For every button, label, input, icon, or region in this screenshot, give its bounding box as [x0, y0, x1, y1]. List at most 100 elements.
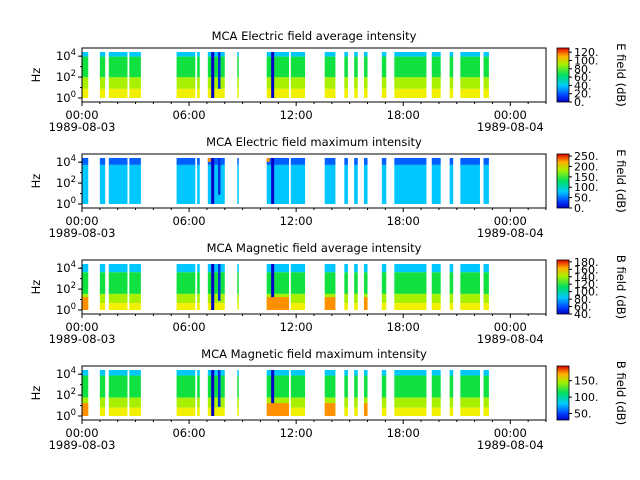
intensity-band: [431, 375, 441, 398]
data-segment: [431, 52, 441, 98]
colorbar-tick-label: 150.: [574, 171, 599, 184]
data-segment: [324, 158, 336, 204]
intensity-spike: [217, 158, 221, 195]
intensity-band: [99, 407, 106, 416]
intensity-band: [197, 272, 200, 294]
data-segment: [363, 52, 368, 98]
intensity-band: [99, 370, 106, 376]
colorbar-label: B field (dB): [614, 361, 628, 425]
intensity-band: [381, 303, 387, 310]
x-tick-label: 00:00: [494, 426, 527, 440]
data-segment: [449, 52, 454, 98]
intensity-band: [108, 407, 128, 416]
data-segment: [129, 370, 141, 416]
intensity-band: [290, 88, 306, 98]
x-date-label: 1989-08-04: [477, 438, 544, 452]
intensity-band: [197, 303, 200, 310]
intensity-band: [82, 397, 89, 408]
panel-1: MCA Electric field average intensity 100 1…: [29, 29, 628, 134]
data-segment: [483, 370, 489, 416]
data-segment: [381, 264, 387, 310]
chart-title: MCA Magnetic field average intensity: [207, 241, 422, 255]
intensity-band: [363, 272, 368, 294]
intensity-band: [108, 77, 128, 89]
intensity-band: [394, 264, 427, 273]
y-tick-exponent: 4: [71, 48, 76, 58]
colorbar-tick-label: 40.: [574, 79, 592, 92]
intensity-band: [354, 77, 358, 89]
intensity-band: [266, 264, 290, 273]
intensity-band: [449, 264, 454, 273]
intensity-band: [431, 52, 441, 57]
y-tick-exponent: 2: [71, 281, 76, 291]
intensity-band: [431, 407, 441, 416]
intensity-band: [237, 407, 239, 416]
intensity-band: [197, 407, 200, 416]
x-tick-label: 06:00: [172, 108, 205, 122]
intensity-band: [237, 370, 239, 376]
intensity-band: [449, 375, 454, 398]
intensity-band: [108, 158, 128, 165]
colorbar-gradient: [556, 259, 570, 315]
data-segment: [290, 264, 306, 310]
intensity-band: [431, 272, 441, 294]
y-axis-label: Hz: [29, 174, 43, 189]
data-segment: [237, 264, 239, 310]
intensity-hotspot: [82, 297, 89, 310]
intensity-band: [108, 164, 128, 204]
intensity-band: [290, 370, 306, 376]
intensity-band: [460, 164, 480, 204]
intensity-band: [129, 77, 141, 89]
intensity-band: [266, 370, 290, 376]
y-tick-label: 104: [56, 48, 76, 63]
intensity-band: [237, 52, 239, 57]
intensity-band: [363, 88, 368, 98]
data-segment: [363, 370, 368, 416]
intensity-band: [129, 397, 141, 408]
intensity-band: [99, 272, 106, 294]
intensity-hotspot: [363, 403, 368, 416]
intensity-band: [266, 272, 290, 294]
intensity-band: [108, 52, 128, 57]
intensity-band: [354, 370, 358, 376]
intensity-band: [483, 52, 489, 57]
data-segment: [197, 370, 200, 416]
data-segment: [431, 158, 441, 204]
intensity-band: [197, 56, 200, 78]
intensity-band: [449, 303, 454, 310]
intensity-spike: [211, 158, 215, 204]
intensity-band: [394, 158, 427, 165]
intensity-band: [381, 397, 387, 408]
colorbar-tick-label: 100.: [574, 286, 599, 299]
intensity-hotspot: [324, 297, 336, 310]
intensity-band: [431, 77, 441, 89]
data-segment: [394, 370, 427, 416]
intensity-band: [354, 52, 358, 57]
intensity-band: [129, 158, 141, 165]
x-tick-label: 00:00: [65, 108, 98, 122]
data-segment: [324, 52, 336, 98]
data-segment: [129, 158, 141, 204]
intensity-band: [99, 88, 106, 98]
intensity-band: [207, 397, 225, 408]
intensity-band: [99, 397, 106, 408]
intensity-band: [290, 264, 306, 273]
intensity-band: [344, 303, 348, 310]
intensity-band: [381, 52, 387, 57]
intensity-band: [266, 77, 290, 89]
intensity-band: [99, 293, 106, 304]
intensity-band: [176, 397, 196, 408]
intensity-band: [381, 375, 387, 398]
intensity-band: [344, 407, 348, 416]
x-tick-label: 00:00: [65, 214, 98, 228]
data-segment: [381, 158, 387, 204]
intensity-band: [176, 407, 196, 416]
intensity-band: [449, 397, 454, 408]
intensity-band: [207, 264, 225, 273]
intensity-band: [344, 272, 348, 294]
data-segment: [460, 264, 480, 310]
intensity-band: [207, 164, 225, 204]
intensity-band: [290, 272, 306, 294]
intensity-band: [176, 77, 196, 89]
intensity-band: [237, 397, 239, 408]
